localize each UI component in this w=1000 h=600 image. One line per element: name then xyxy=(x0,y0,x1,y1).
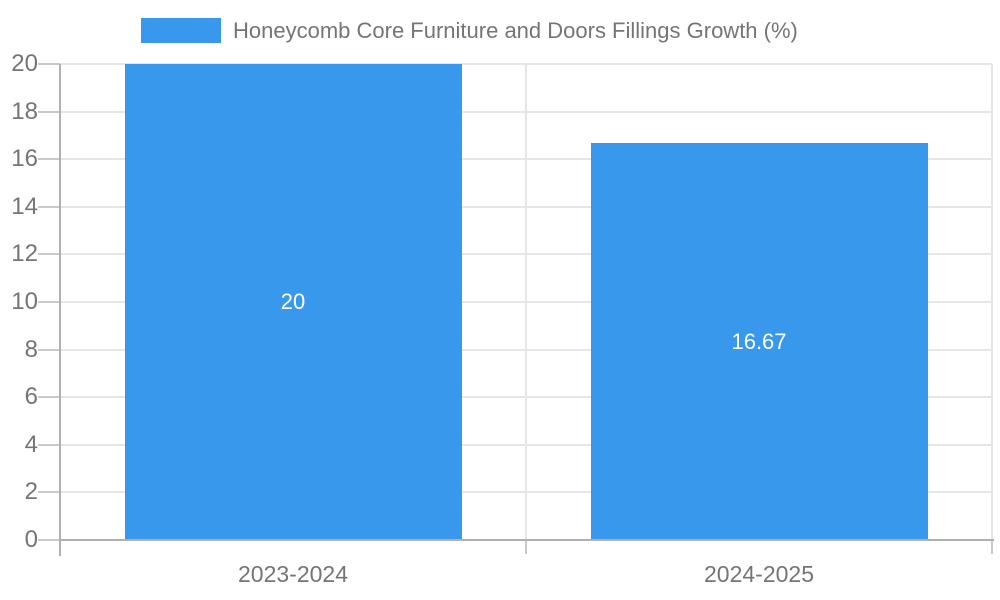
bar[interactable] xyxy=(125,64,462,540)
y-axis-tick xyxy=(38,444,60,446)
y-axis-tick xyxy=(38,253,60,255)
gridline xyxy=(525,64,527,540)
x-axis-tick-label: 2024-2025 xyxy=(704,561,814,587)
y-axis-tick-label: 10 xyxy=(11,288,38,315)
y-axis-tick-label: 16 xyxy=(11,145,38,172)
y-axis-tick xyxy=(38,301,60,303)
x-axis-tick xyxy=(525,540,527,554)
chart-title: Honeycomb Core Furniture and Doors Filli… xyxy=(233,18,798,43)
y-axis-tick xyxy=(38,349,60,351)
x-axis-tick xyxy=(991,540,993,554)
y-axis-tick-label: 8 xyxy=(24,336,38,363)
y-axis-tick-label: 14 xyxy=(11,193,38,220)
bar[interactable] xyxy=(591,143,928,540)
y-axis-tick xyxy=(38,206,60,208)
y-axis-tick-label: 2 xyxy=(24,478,38,505)
y-axis-tick xyxy=(38,396,60,398)
legend: Honeycomb Core Furniture and Doors Filli… xyxy=(141,17,798,44)
y-axis-line xyxy=(59,64,61,556)
y-axis-tick-label: 0 xyxy=(24,526,38,553)
y-axis-tick xyxy=(38,63,60,65)
y-axis-tick xyxy=(38,539,60,541)
y-axis-tick xyxy=(38,158,60,160)
y-axis-tick-label: 20 xyxy=(11,50,38,77)
y-axis-tick-label: 18 xyxy=(11,98,38,125)
y-axis-tick-label: 4 xyxy=(24,431,38,458)
x-axis-line xyxy=(60,539,994,541)
y-axis-tick-label: 6 xyxy=(24,383,38,410)
y-axis-tick xyxy=(38,111,60,113)
y-axis-tick-label: 12 xyxy=(11,240,38,267)
bar-value-label: 20 xyxy=(280,289,306,314)
legend-swatch xyxy=(141,18,221,43)
x-axis-tick-label: 2023-2024 xyxy=(238,561,348,587)
gridline xyxy=(991,64,993,540)
y-axis-tick xyxy=(38,491,60,493)
bar-value-label: 16.67 xyxy=(731,329,787,354)
